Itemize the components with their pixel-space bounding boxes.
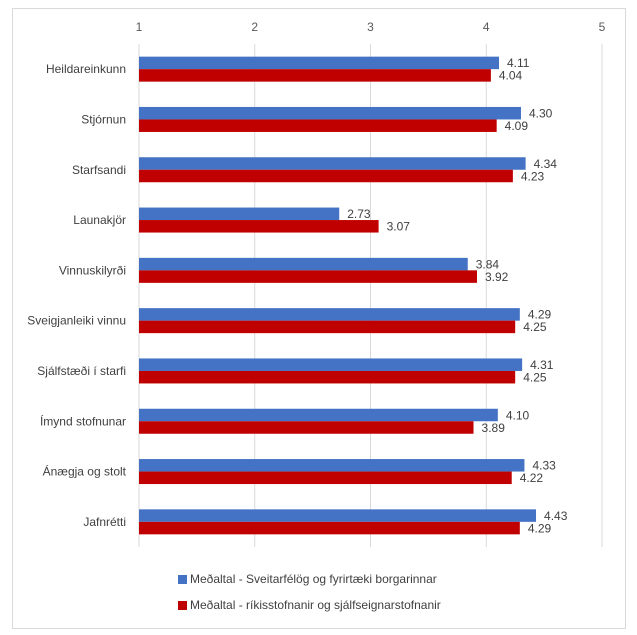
data-label: 4.09	[505, 119, 529, 133]
bar-blue	[139, 207, 340, 221]
data-label: 4.29	[528, 521, 552, 535]
data-label: 4.22	[520, 471, 544, 485]
data-label: 4.34	[534, 157, 558, 171]
data-label: 4.11	[507, 56, 530, 70]
bar-blue	[139, 358, 523, 371]
category-label: Launakjör	[73, 213, 126, 227]
category-label: Ánægja og stolt	[43, 464, 127, 479]
category-label: Heildareinkunn	[46, 62, 126, 76]
data-label: 3.89	[482, 421, 506, 435]
x-tick-label: 3	[367, 20, 374, 34]
bar-blue	[139, 106, 521, 120]
x-tick-label: 1	[136, 20, 143, 34]
category-label: Sveigjanleiki vinnu	[27, 314, 126, 328]
bar-blue	[139, 56, 499, 70]
bar-blue	[139, 157, 526, 170]
category-label: Vinnuskilyrði	[59, 263, 126, 277]
bar-blue	[139, 509, 537, 522]
category-label: Ímynd stofnunar	[40, 413, 126, 428]
bar-red	[139, 471, 512, 485]
data-label: 3.84	[476, 257, 500, 271]
data-label: 4.23	[521, 169, 545, 183]
chart-frame	[12, 8, 626, 629]
data-label: 3.92	[485, 270, 509, 284]
data-label: 3.07	[387, 220, 411, 234]
data-label: 4.10	[506, 408, 530, 422]
data-label: 4.33	[532, 459, 556, 473]
bar-blue	[139, 308, 520, 321]
legend-label: Meðaltal - ríkisstofnanir og sjálfseigna…	[190, 598, 441, 612]
bar-red	[139, 320, 516, 334]
category-label: Jafnrétti	[83, 515, 126, 529]
bar-red	[139, 421, 474, 434]
bar-red	[139, 169, 513, 183]
bar-red	[139, 370, 516, 384]
data-label: 4.25	[523, 370, 547, 384]
bar-red	[139, 220, 379, 233]
bar-blue	[139, 408, 498, 422]
x-tick-label: 2	[251, 20, 258, 34]
bar-red	[139, 521, 520, 535]
x-tick-label: 5	[599, 20, 606, 34]
data-label: 4.31	[530, 358, 554, 372]
category-label: Sjálfstæði í starfi	[37, 364, 126, 378]
bar-red	[139, 69, 491, 82]
legend-label: Meðaltal - Sveitarfélög og fyrirtæki bor…	[190, 572, 437, 586]
data-label: 4.43	[544, 509, 568, 523]
data-label: 2.73	[347, 207, 371, 221]
legend-swatch-blue	[178, 574, 187, 584]
bar-red	[139, 119, 497, 132]
data-label: 4.29	[528, 308, 552, 322]
legend-swatch-red	[178, 600, 187, 610]
x-tick-label: 4	[483, 20, 490, 34]
bar-blue	[139, 459, 525, 472]
legend-item-series-2: Meðaltal - ríkisstofnanir og sjálfseigna…	[178, 598, 441, 612]
category-label: Stjórnun	[81, 112, 126, 126]
bar-red	[139, 270, 477, 283]
data-label: 4.04	[499, 69, 523, 83]
bar-blue	[139, 257, 468, 271]
data-label: 4.25	[523, 320, 547, 334]
category-label: Starfsandi	[72, 163, 126, 177]
legend-item-series-1: Meðaltal - Sveitarfélög og fyrirtæki bor…	[178, 572, 437, 586]
data-label: 4.30	[529, 106, 553, 120]
